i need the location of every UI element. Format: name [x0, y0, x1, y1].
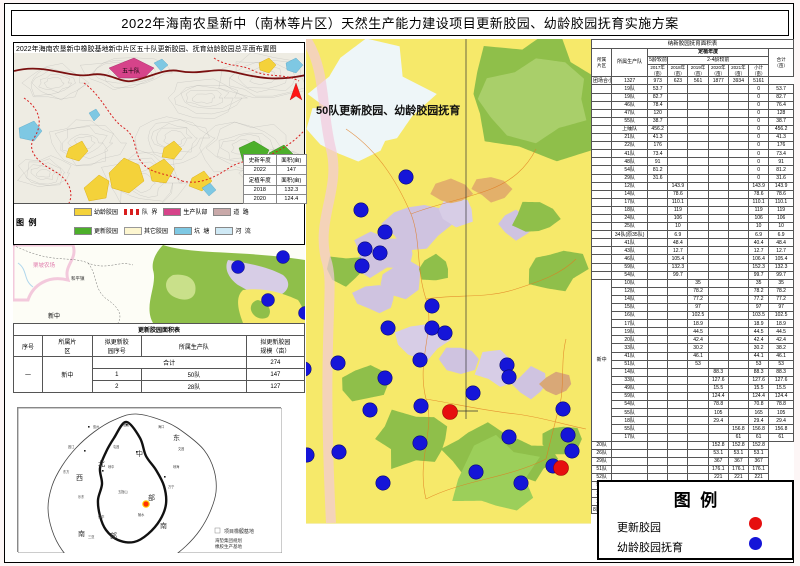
- svg-text:五指山: 五指山: [118, 489, 128, 494]
- svg-text:部: 部: [148, 493, 155, 502]
- svg-text:五十队: 五十队: [122, 67, 140, 75]
- svg-text:和平镇: 和平镇: [71, 275, 85, 282]
- svg-text:新中: 新中: [48, 312, 60, 320]
- svg-text:栗坡农场: 栗坡农场: [33, 261, 56, 269]
- svg-text:屯昌: 屯昌: [113, 444, 119, 449]
- svg-text:南: 南: [160, 521, 167, 530]
- svg-text:东: 东: [173, 433, 180, 442]
- svg-text:儋州: 儋州: [93, 424, 99, 429]
- svg-text:项目橡胶基地: 项目橡胶基地: [224, 528, 254, 535]
- svg-text:海垫集团规划: 海垫集团规划: [215, 537, 242, 544]
- svg-text:南: 南: [78, 529, 85, 538]
- svg-text:乐东: 乐东: [78, 494, 84, 499]
- svg-text:中: 中: [136, 449, 143, 458]
- svg-text:部: 部: [110, 531, 117, 540]
- svg-text:文昌: 文昌: [178, 446, 184, 451]
- svg-text:橡胶生产基地: 橡胶生产基地: [215, 543, 242, 550]
- svg-text:保亭: 保亭: [98, 514, 104, 519]
- svg-text:西: 西: [76, 474, 83, 482]
- svg-text:昌江: 昌江: [68, 444, 75, 449]
- svg-text:北: 北: [98, 460, 105, 468]
- svg-text:陵水: 陵水: [138, 512, 145, 517]
- svg-text:琼中: 琼中: [108, 464, 114, 469]
- svg-text:东方: 东方: [63, 469, 69, 474]
- svg-text:万宁: 万宁: [168, 484, 174, 489]
- svg-text:海口: 海口: [158, 424, 164, 429]
- svg-text:琼海: 琼海: [173, 464, 180, 469]
- svg-text:三亚: 三亚: [88, 535, 95, 539]
- svg-text:50队更新胶园、幼龄胶园抚育: 50队更新胶园、幼龄胶园抚育: [316, 103, 460, 117]
